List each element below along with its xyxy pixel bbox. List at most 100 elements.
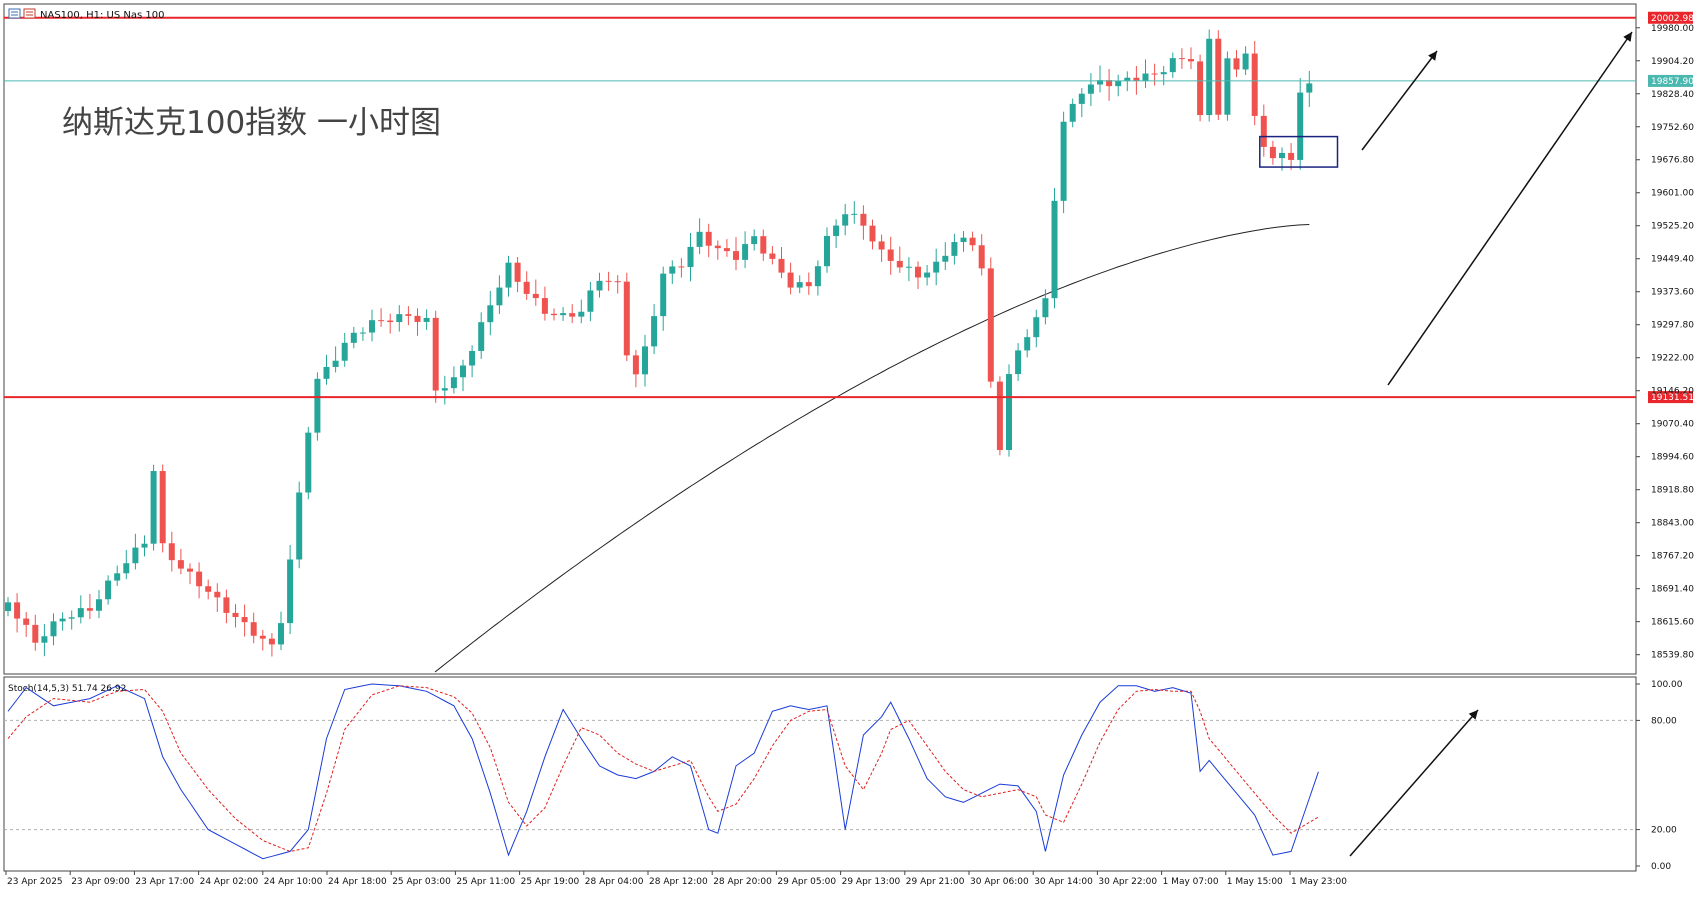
candle xyxy=(805,272,812,295)
price-panel[interactable] xyxy=(3,3,1637,675)
candle xyxy=(669,260,676,284)
candle-body xyxy=(578,311,585,317)
candle xyxy=(396,305,403,332)
price-tick-label: 18994.60 xyxy=(1651,453,1694,463)
candle-body xyxy=(359,332,366,334)
candle-body xyxy=(259,635,266,639)
candle-body xyxy=(196,571,203,587)
candle xyxy=(1151,63,1158,86)
stoch-tick-label: 100.00 xyxy=(1651,680,1683,690)
candle-body xyxy=(587,290,594,312)
candle-body xyxy=(114,573,121,581)
candle-body xyxy=(432,317,439,391)
candle xyxy=(177,548,184,575)
candle xyxy=(196,562,203,599)
candle-body xyxy=(1097,80,1103,85)
time-tick-label: 1 May 07:00 xyxy=(1163,877,1219,887)
moving-average-layer xyxy=(434,224,1310,673)
candle-body xyxy=(769,253,776,259)
candle-body xyxy=(241,617,248,623)
candle-body xyxy=(1042,298,1049,318)
price-tick-label: 19525.20 xyxy=(1651,222,1694,232)
time-tick-label: 30 Apr 06:00 xyxy=(970,877,1029,887)
candle-body xyxy=(1269,146,1276,159)
candle xyxy=(414,308,421,336)
level-price-badge xyxy=(1648,391,1693,404)
stoch-tick-label: 80.00 xyxy=(1651,716,1677,726)
candle xyxy=(423,309,430,330)
candle-body xyxy=(1297,92,1304,160)
candle xyxy=(905,257,912,282)
candle-body xyxy=(332,360,339,367)
candle-body xyxy=(687,246,694,268)
candle-body xyxy=(1024,337,1031,351)
candle-body xyxy=(1178,58,1185,60)
candle xyxy=(1142,59,1149,88)
candle xyxy=(359,327,366,341)
trend-arrow[interactable] xyxy=(1349,709,1479,857)
trend-arrow[interactable] xyxy=(1361,50,1438,151)
candle-body xyxy=(733,251,739,260)
time-tick-label: 29 Apr 05:00 xyxy=(777,877,836,887)
candle xyxy=(814,260,821,296)
candle-body xyxy=(250,622,257,636)
consolidation-box[interactable] xyxy=(1259,135,1339,168)
candle xyxy=(478,312,485,359)
time-axis[interactable]: 23 Apr 2025 23 Apr 09:00 23 Apr 17:00 24 Ap… xyxy=(5,871,1347,887)
candle-body xyxy=(223,597,230,613)
candle xyxy=(896,246,903,273)
candle xyxy=(1015,343,1022,381)
candle xyxy=(332,346,339,373)
candle xyxy=(460,359,466,392)
candle-body xyxy=(278,623,284,645)
price-axis[interactable]: 19980.00 19904.20 19828.40 19752.60 19676.80… xyxy=(1636,24,1694,661)
candle xyxy=(5,597,11,617)
candle xyxy=(678,258,685,278)
candle xyxy=(223,589,230,624)
candle xyxy=(1051,187,1058,309)
candle-body xyxy=(915,266,921,278)
chart-type-icon[interactable] xyxy=(23,8,36,19)
candle xyxy=(651,304,658,355)
candle-body xyxy=(824,235,830,267)
time-tick-label: 23 Apr 09:00 xyxy=(71,877,130,887)
trend-arrow[interactable] xyxy=(1387,31,1633,386)
candle-body xyxy=(869,225,876,242)
time-tick-label: 30 Apr 22:00 xyxy=(1098,877,1157,887)
candle-body xyxy=(1160,72,1167,75)
price-tick-label: 19904.20 xyxy=(1651,57,1694,67)
candle xyxy=(132,533,139,570)
candle-body xyxy=(560,313,567,316)
candle xyxy=(1306,70,1313,107)
candle xyxy=(514,257,521,293)
window-menu-icon[interactable] xyxy=(8,8,21,19)
candle-body xyxy=(905,266,912,268)
candle-body xyxy=(23,618,30,625)
candle xyxy=(487,290,494,336)
candle-body xyxy=(232,612,239,618)
price-tick-label: 18539.80 xyxy=(1651,651,1694,661)
candle-body xyxy=(314,378,321,433)
candle-body xyxy=(569,313,576,317)
candle xyxy=(1069,98,1076,128)
candle xyxy=(387,313,394,334)
candle xyxy=(851,201,858,224)
candle xyxy=(1024,329,1031,358)
candle xyxy=(605,271,612,291)
candle xyxy=(123,549,130,580)
stochastic-panel[interactable] xyxy=(3,676,1637,872)
candle xyxy=(232,604,239,628)
candle-body xyxy=(541,298,548,314)
candle-body xyxy=(96,599,102,611)
candle xyxy=(168,531,175,572)
candle-body xyxy=(1087,84,1094,94)
candle xyxy=(77,595,84,624)
candle-body xyxy=(723,248,730,252)
candle-body xyxy=(441,388,448,391)
price-tick-label: 19752.60 xyxy=(1651,123,1694,133)
candle xyxy=(450,366,457,394)
candle-body xyxy=(141,543,148,548)
candle-body xyxy=(387,320,394,323)
candle-body xyxy=(796,282,803,288)
